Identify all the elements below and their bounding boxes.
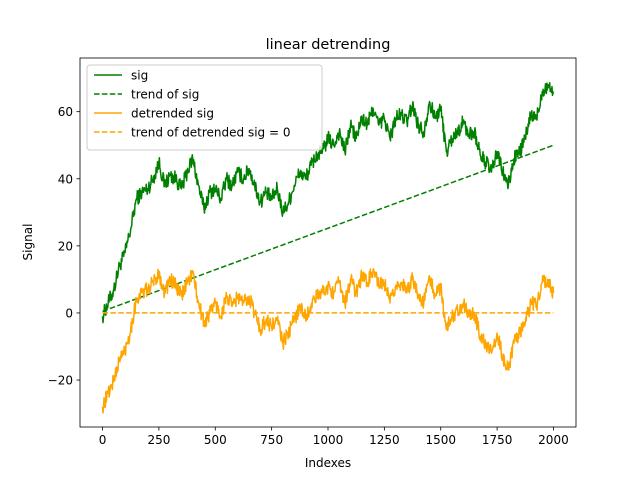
- x-axis-label: Indexes: [305, 456, 351, 470]
- y-tick-label: 0: [65, 306, 73, 320]
- x-tick-label: 2000: [538, 433, 569, 447]
- series-line-sig: [101, 82, 555, 324]
- axis-ticks: 0 250 500 750 1000 1250 1500 1750 2000 −20 0 20 40 60: [48, 105, 569, 447]
- x-tick-label: 750: [260, 433, 283, 447]
- y-tick-label: 60: [58, 105, 73, 119]
- x-tick-label: 1250: [369, 433, 400, 447]
- legend-label-trend-of-sig: trend of sig: [131, 88, 199, 102]
- plot-area: [101, 82, 555, 414]
- x-tick-label: 1000: [313, 433, 344, 447]
- legend-label-trend-of-detrended-sig-0: trend of detrended sig = 0: [131, 126, 291, 140]
- x-tick-label: 0: [99, 433, 107, 447]
- legend: sig trend of sig detrended sig trend of det…: [86, 64, 323, 151]
- legend-label-detrended-sig: detrended sig: [131, 107, 214, 121]
- series-line-detrended-sig: [101, 268, 555, 414]
- legend-box: [86, 64, 323, 151]
- x-tick-label: 1500: [425, 433, 456, 447]
- chart-title: linear detrending: [266, 37, 391, 53]
- legend-label-sig: sig: [131, 69, 148, 83]
- series-line-trend-of-sig: [102, 144, 554, 313]
- y-tick-label: 20: [58, 239, 73, 253]
- x-tick-label: 1750: [482, 433, 513, 447]
- y-tick-label: −20: [48, 374, 73, 388]
- x-tick-label: 250: [147, 433, 170, 447]
- y-axis-label: Signal: [21, 224, 35, 261]
- x-tick-label: 500: [204, 433, 227, 447]
- y-tick-label: 40: [58, 172, 73, 186]
